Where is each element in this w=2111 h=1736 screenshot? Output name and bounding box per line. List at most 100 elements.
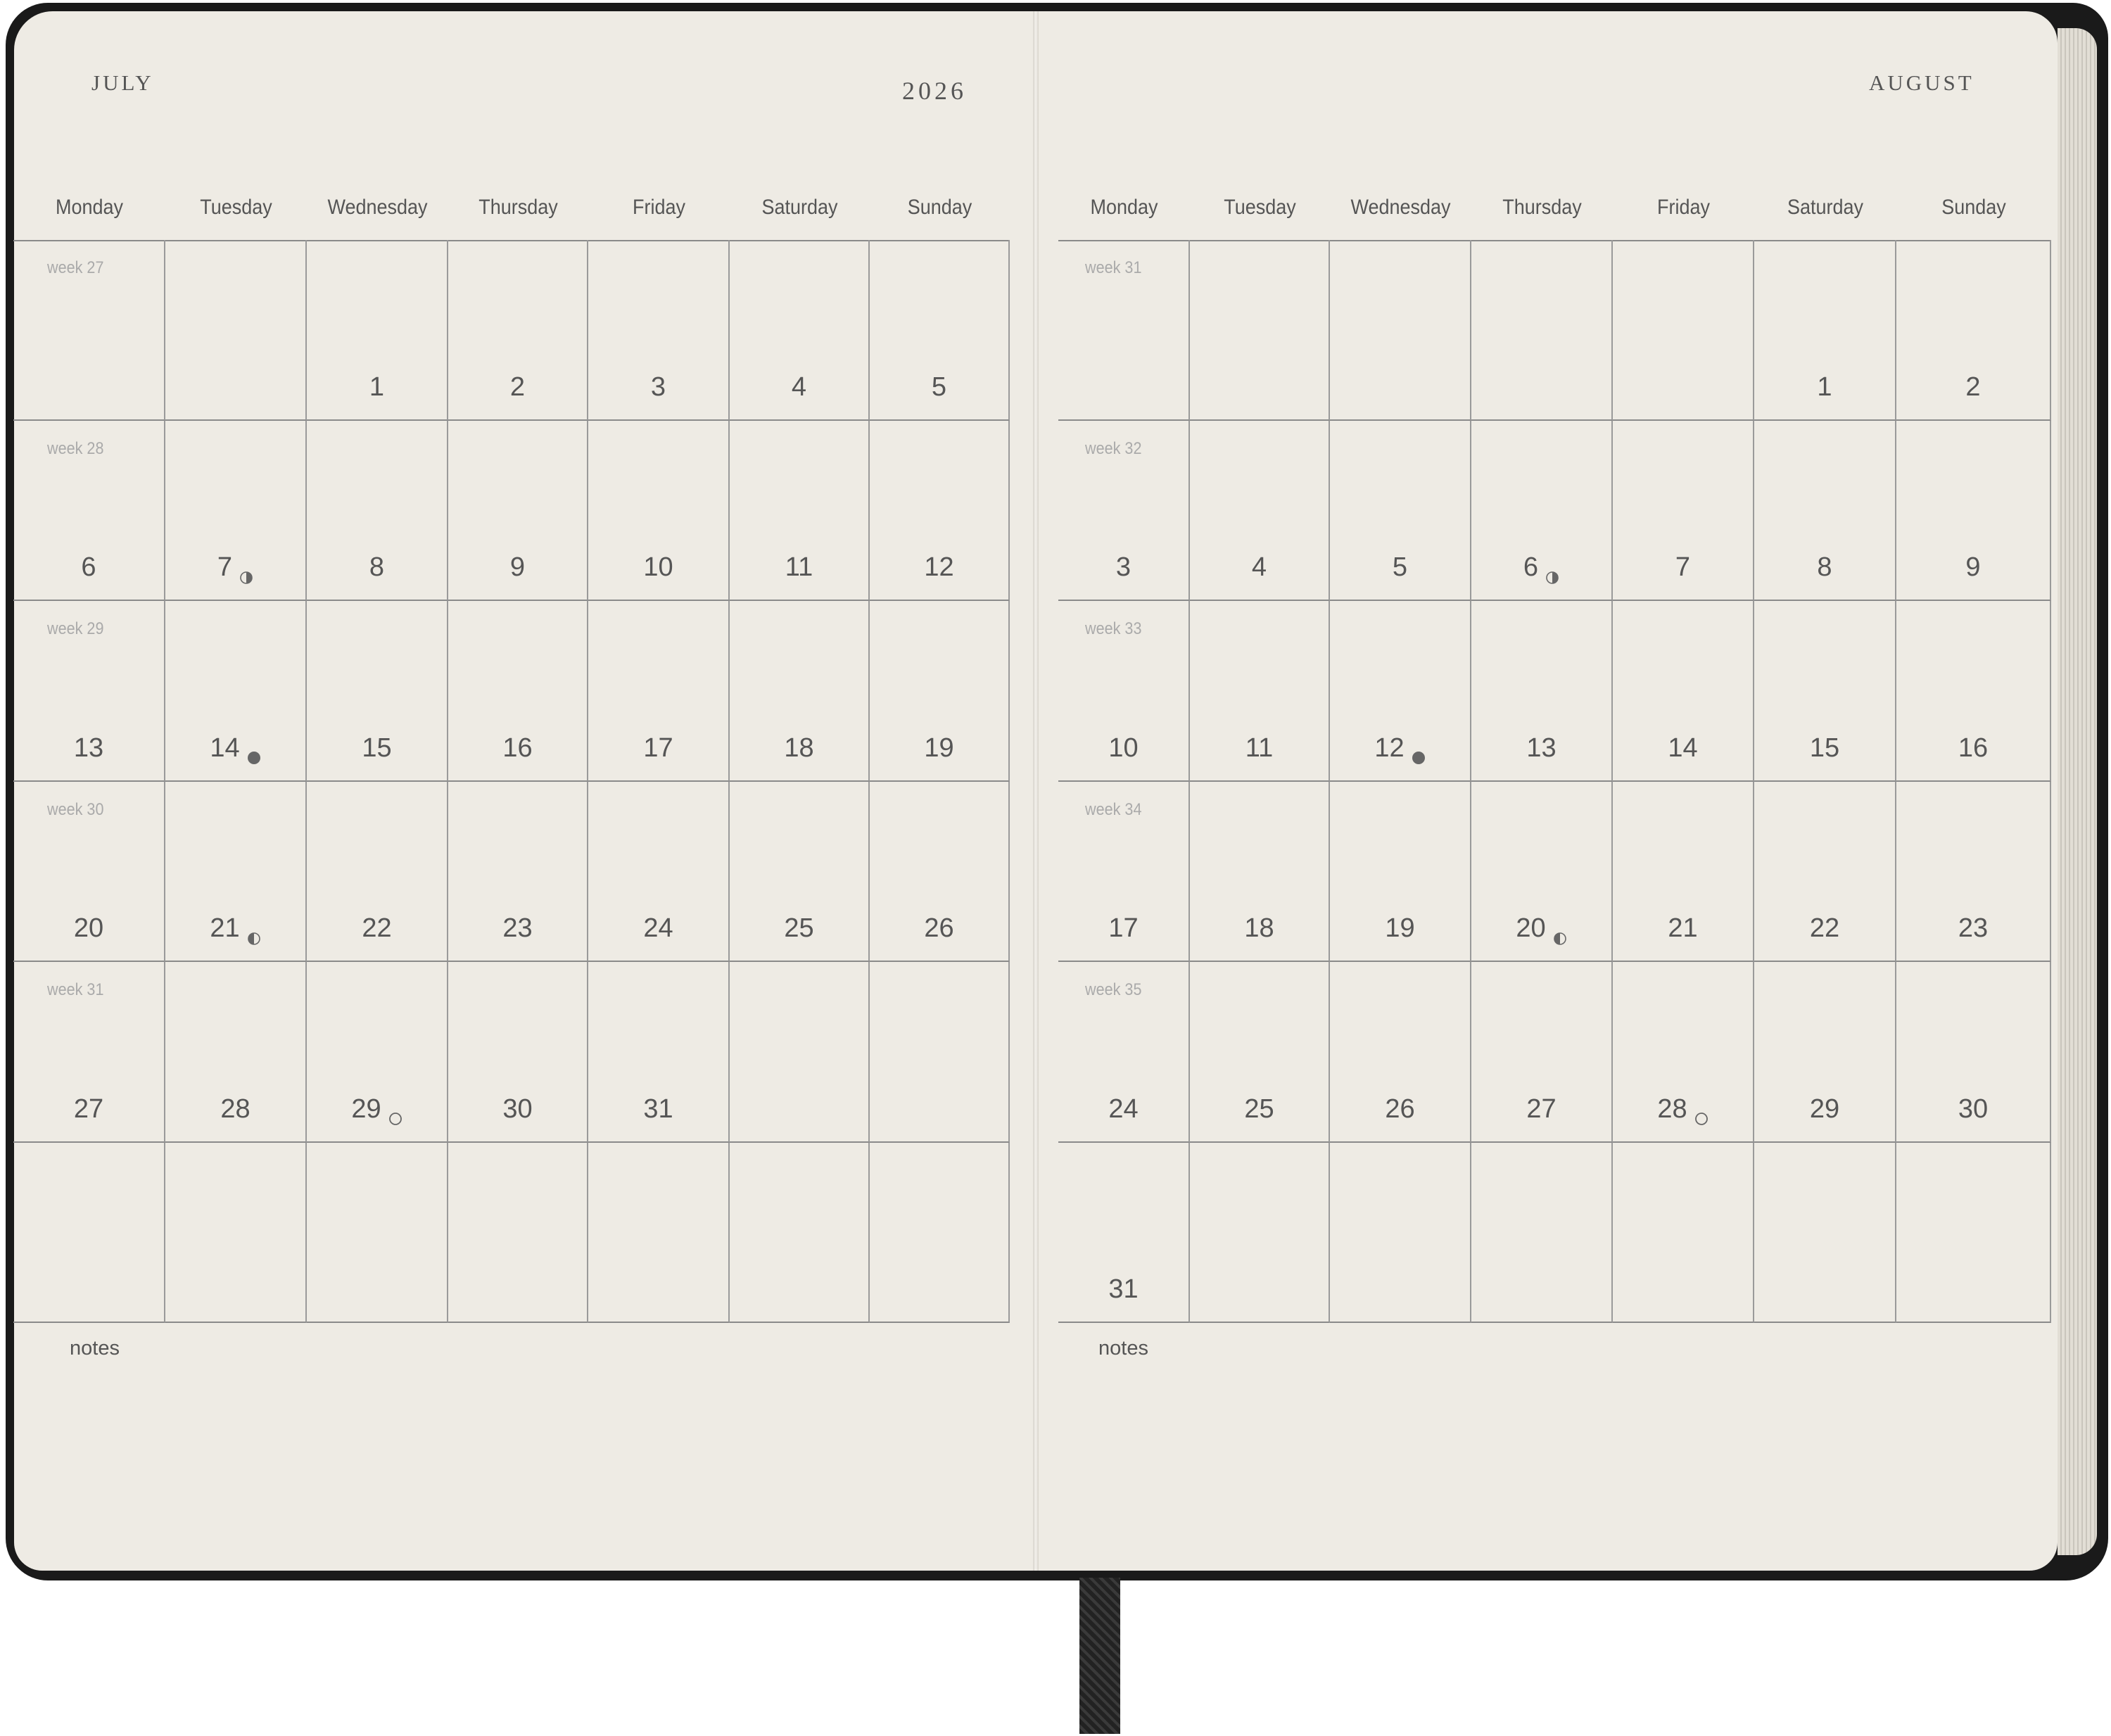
day-cell[interactable] (870, 962, 1010, 1143)
day-cell[interactable]: 25 (730, 781, 870, 962)
day-cell[interactable]: 1 (307, 240, 448, 421)
date-number: 9 (1896, 552, 2050, 583)
day-cell[interactable] (1613, 1142, 1754, 1323)
day-cell[interactable]: 22 (307, 781, 448, 962)
day-cell[interactable] (1471, 1142, 1613, 1323)
day-cell[interactable] (13, 1142, 165, 1323)
day-cell[interactable]: 12 (870, 420, 1010, 601)
day-cell[interactable]: 31 (588, 962, 730, 1143)
day-cell[interactable]: 24 (588, 781, 730, 962)
day-cell[interactable]: 19 (1330, 781, 1471, 962)
day-cell[interactable]: 7 (1613, 420, 1754, 601)
day-cell[interactable]: 21 (165, 781, 307, 962)
day-cell[interactable]: 16 (448, 601, 588, 782)
date-text: 22 (362, 913, 392, 943)
day-cell[interactable]: 19 (870, 601, 1010, 782)
day-cell[interactable]: 8 (1754, 420, 1896, 601)
day-cell[interactable]: 23 (448, 781, 588, 962)
day-cell[interactable]: 18 (1190, 781, 1330, 962)
day-cell[interactable]: 4 (730, 240, 870, 421)
day-cell[interactable]: 20 (1471, 781, 1613, 962)
day-cell[interactable] (730, 962, 870, 1143)
day-cell[interactable]: week 29 13 (13, 601, 165, 782)
day-cell[interactable] (588, 1142, 730, 1323)
day-cell[interactable]: week 30 20 (13, 781, 165, 962)
full-moon-moon-icon (1412, 742, 1426, 765)
date-text: 29 (1809, 1094, 1840, 1124)
day-cell[interactable]: 31 (1058, 1142, 1190, 1323)
date-text: 7 (1675, 552, 1691, 582)
day-cell[interactable]: 29 (1754, 962, 1896, 1143)
day-cell[interactable]: week 33 10 (1058, 601, 1190, 782)
day-cell[interactable] (165, 240, 307, 421)
day-cell[interactable]: week 28 6 (13, 420, 165, 601)
day-cell[interactable]: 21 (1613, 781, 1754, 962)
day-cell[interactable] (1330, 240, 1471, 421)
day-cell[interactable]: 8 (307, 420, 448, 601)
day-cell[interactable] (448, 1142, 588, 1323)
day-cell[interactable] (307, 1142, 448, 1323)
day-cell[interactable]: 15 (307, 601, 448, 782)
day-cell[interactable]: 1 (1754, 240, 1896, 421)
day-cell[interactable]: 28 (165, 962, 307, 1143)
day-cell[interactable] (1613, 240, 1754, 421)
day-cell[interactable]: 2 (448, 240, 588, 421)
day-cell[interactable]: 27 (1471, 962, 1613, 1143)
day-cell[interactable]: 4 (1190, 420, 1330, 601)
date-text: 10 (643, 552, 673, 582)
page-edges (2058, 28, 2097, 1555)
day-cell[interactable]: week 32 3 (1058, 420, 1190, 601)
day-cell[interactable]: week 31 (1058, 240, 1190, 421)
day-cell[interactable]: week 27 (13, 240, 165, 421)
day-cell[interactable]: week 31 27 (13, 962, 165, 1143)
day-cell[interactable]: 11 (1190, 601, 1330, 782)
day-cell[interactable]: 5 (870, 240, 1010, 421)
day-cell[interactable]: 23 (1896, 781, 2051, 962)
day-cell[interactable]: 18 (730, 601, 870, 782)
day-cell[interactable]: 17 (588, 601, 730, 782)
day-cell[interactable] (730, 1142, 870, 1323)
day-cell[interactable] (1190, 240, 1330, 421)
day-cell[interactable]: 11 (730, 420, 870, 601)
date-number: 7 (165, 552, 305, 584)
day-cell[interactable]: 12 (1330, 601, 1471, 782)
date-text: 21 (210, 913, 240, 943)
date-number: 4 (1190, 552, 1329, 583)
day-cell[interactable]: 30 (1896, 962, 2051, 1143)
date-text: 4 (1251, 552, 1267, 582)
day-cell[interactable]: 14 (1613, 601, 1754, 782)
day-cell[interactable]: 10 (588, 420, 730, 601)
day-cell[interactable]: 14 (165, 601, 307, 782)
day-cell[interactable]: 5 (1330, 420, 1471, 601)
day-cell[interactable] (870, 1142, 1010, 1323)
day-cell[interactable]: week 35 24 (1058, 962, 1190, 1143)
day-cell[interactable]: 9 (448, 420, 588, 601)
day-cell[interactable]: 15 (1754, 601, 1896, 782)
date-number: 13 (1471, 733, 1611, 764)
date-number: 31 (588, 1094, 728, 1124)
day-cell[interactable] (1754, 1142, 1896, 1323)
day-cell[interactable]: 30 (448, 962, 588, 1143)
day-cell[interactable]: 16 (1896, 601, 2051, 782)
day-cell[interactable]: 28 (1613, 962, 1754, 1143)
day-cell[interactable]: 26 (1330, 962, 1471, 1143)
day-cell[interactable]: 7 (165, 420, 307, 601)
day-cell[interactable]: 26 (870, 781, 1010, 962)
weekday-header: Tuesday (200, 196, 272, 219)
day-cell[interactable] (1330, 1142, 1471, 1323)
day-cell[interactable]: 25 (1190, 962, 1330, 1143)
day-cell[interactable]: 9 (1896, 420, 2051, 601)
day-cell[interactable]: 2 (1896, 240, 2051, 421)
day-cell[interactable] (1471, 240, 1613, 421)
day-cell[interactable]: 22 (1754, 781, 1896, 962)
date-text: 18 (1244, 913, 1274, 943)
day-cell[interactable] (1896, 1142, 2051, 1323)
day-cell[interactable]: 6 (1471, 420, 1613, 601)
day-cell[interactable] (1190, 1142, 1330, 1323)
day-cell[interactable]: 29 (307, 962, 448, 1143)
bookmark-ribbon[interactable] (1079, 1578, 1120, 1734)
day-cell[interactable]: 13 (1471, 601, 1613, 782)
day-cell[interactable] (165, 1142, 307, 1323)
day-cell[interactable]: 3 (588, 240, 730, 421)
day-cell[interactable]: week 34 17 (1058, 781, 1190, 962)
